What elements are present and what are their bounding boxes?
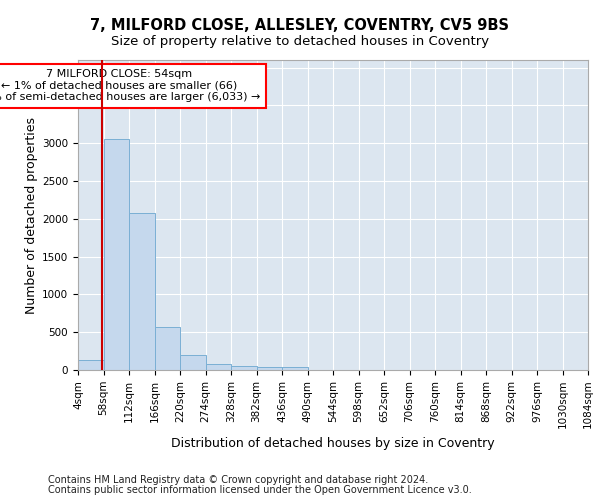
- Text: 7 MILFORD CLOSE: 54sqm
← 1% of detached houses are smaller (66)
99% of semi-deta: 7 MILFORD CLOSE: 54sqm ← 1% of detached …: [0, 70, 260, 102]
- Text: Contains HM Land Registry data © Crown copyright and database right 2024.: Contains HM Land Registry data © Crown c…: [48, 475, 428, 485]
- Bar: [155, 328, 180, 370]
- X-axis label: Distribution of detached houses by size in Coventry: Distribution of detached houses by size …: [171, 436, 495, 450]
- Bar: [104, 138, 129, 370]
- Bar: [129, 214, 155, 370]
- Text: Contains public sector information licensed under the Open Government Licence v3: Contains public sector information licen…: [48, 485, 472, 495]
- Y-axis label: Number of detached properties: Number of detached properties: [25, 116, 38, 314]
- Bar: [282, 367, 308, 370]
- Bar: [78, 360, 104, 370]
- Bar: [206, 364, 231, 370]
- Bar: [180, 355, 205, 370]
- Bar: [231, 366, 257, 370]
- Text: 7, MILFORD CLOSE, ALLESLEY, COVENTRY, CV5 9BS: 7, MILFORD CLOSE, ALLESLEY, COVENTRY, CV…: [91, 18, 509, 32]
- Bar: [257, 367, 282, 370]
- Text: Size of property relative to detached houses in Coventry: Size of property relative to detached ho…: [111, 35, 489, 48]
